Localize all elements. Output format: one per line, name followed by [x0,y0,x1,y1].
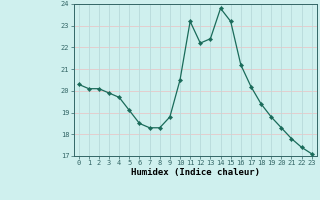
X-axis label: Humidex (Indice chaleur): Humidex (Indice chaleur) [131,168,260,177]
